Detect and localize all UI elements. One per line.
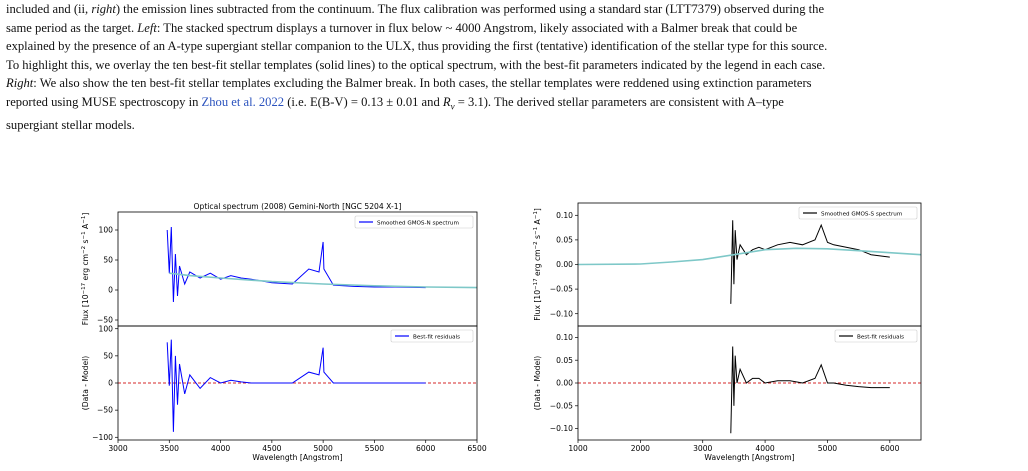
panel-spectrum: −50 0 50 100 Flux [10−17 erg cm−2 s−1 A−1] Sm… <box>81 211 478 327</box>
y-axis-label: (Data - Model) <box>533 356 542 410</box>
legend-label: Smoothed GMOS-N spectrum <box>377 220 459 226</box>
x-tick-label: 5500 <box>365 444 384 453</box>
x-axis-label: Wavelength [Angstrom] <box>704 453 794 462</box>
legend-label: Best-fit residuals <box>413 334 460 340</box>
caption-line: To highlight this, we overlay the ten be… <box>6 57 826 72</box>
caption-line: reported using MUSE spectroscopy in Zhou… <box>6 94 784 112</box>
series-line <box>166 226 426 303</box>
y-tick-label: 50 <box>103 351 113 360</box>
y-tick-label: 50 <box>103 256 113 265</box>
panel-residuals: −100 −50 0 50 100 (Data - Model) Best-fit resi… <box>81 324 487 462</box>
x-tick-label: 6000 <box>416 444 435 453</box>
series-line <box>730 346 890 434</box>
y-axis-label: Flux [10−17 erg cm−2 s−1 A−1] <box>533 208 542 321</box>
series-line <box>578 247 921 266</box>
x-axis-label: Wavelength [Angstrom] <box>252 453 342 462</box>
caption-line: supergiant stellar models. <box>6 118 135 133</box>
y-tick-label: 0.05 <box>556 236 573 245</box>
caption-line: Right: We also show the ten best-fit ste… <box>6 76 812 91</box>
series-line <box>166 339 426 432</box>
y-tick-label: 0 <box>108 379 113 388</box>
x-tick-label: 3000 <box>693 444 712 453</box>
chart-title: Optical spectrum (2008) Gemini-North [NG… <box>194 202 402 211</box>
series-line <box>169 272 477 289</box>
legend-box <box>798 206 918 220</box>
panel-spectrum: −0.10 −0.05 0.00 0.05 0.10 Flux [10−17 erg cm… <box>533 202 922 327</box>
y-tick-label: −50 <box>97 406 113 415</box>
x-tick-label: 4000 <box>755 444 774 453</box>
y-axis-label: (Data - Model) <box>81 356 90 410</box>
panel-residuals: −0.10 −0.05 0.00 0.05 0.10 (Data - Model) Best… <box>533 325 922 462</box>
x-tick-label: 5000 <box>313 444 332 453</box>
y-tick-label: −50 <box>97 316 113 325</box>
y-tick-label: 0.10 <box>556 333 573 342</box>
y-tick-label: 100 <box>99 324 114 333</box>
x-tick-label: 6000 <box>880 444 899 453</box>
legend-box <box>390 329 474 343</box>
y-tick-label: 100 <box>99 226 114 235</box>
x-tick-label: 5000 <box>818 444 837 453</box>
caption-line: same period as the target. Left: The sta… <box>6 20 798 35</box>
x-tick-label: 2000 <box>631 444 650 453</box>
legend-box <box>354 215 474 229</box>
caption-line: explained by the presence of an A-type s… <box>6 39 828 54</box>
chart-1: Optical spectrum (2008) Gemini-North [NG… <box>81 202 487 462</box>
legend-label: Best-fit residuals <box>857 334 904 340</box>
legend-label: Smoothed GMOS-S spectrum <box>821 211 902 217</box>
y-tick-label: 0.00 <box>556 260 573 269</box>
series-line <box>730 220 890 304</box>
y-tick-label: −0.05 <box>550 401 573 410</box>
caption-line: included and (ii, right) the emission li… <box>6 2 825 16</box>
y-tick-label: 0.10 <box>556 211 573 220</box>
x-tick-label: 4000 <box>211 444 230 453</box>
x-tick-label: 1000 <box>568 444 587 453</box>
y-tick-label: −0.10 <box>550 424 573 433</box>
x-tick-label: 3500 <box>160 444 179 453</box>
x-tick-label: 6500 <box>467 444 486 453</box>
citation-link[interactable]: Zhou et al. 2022 <box>201 94 285 109</box>
y-tick-label: −100 <box>92 433 113 442</box>
y-tick-label: −0.05 <box>550 285 573 294</box>
y-tick-label: 0 <box>108 286 113 295</box>
figure-caption: included and (ii, right) the emission li… <box>6 0 1022 135</box>
x-tick-label: 3000 <box>108 444 127 453</box>
y-axis-label: Flux [10−17 erg cm−2 s−1 A−1] <box>81 213 90 326</box>
chart-2: −0.10 −0.05 0.00 0.05 0.10 Flux [10−17 erg cm… <box>533 202 922 462</box>
y-tick-label: 0.05 <box>556 356 573 365</box>
legend-box <box>834 329 918 343</box>
y-tick-label: −0.10 <box>550 309 573 318</box>
y-tick-label: 0.00 <box>556 379 573 388</box>
x-tick-label: 4500 <box>262 444 281 453</box>
